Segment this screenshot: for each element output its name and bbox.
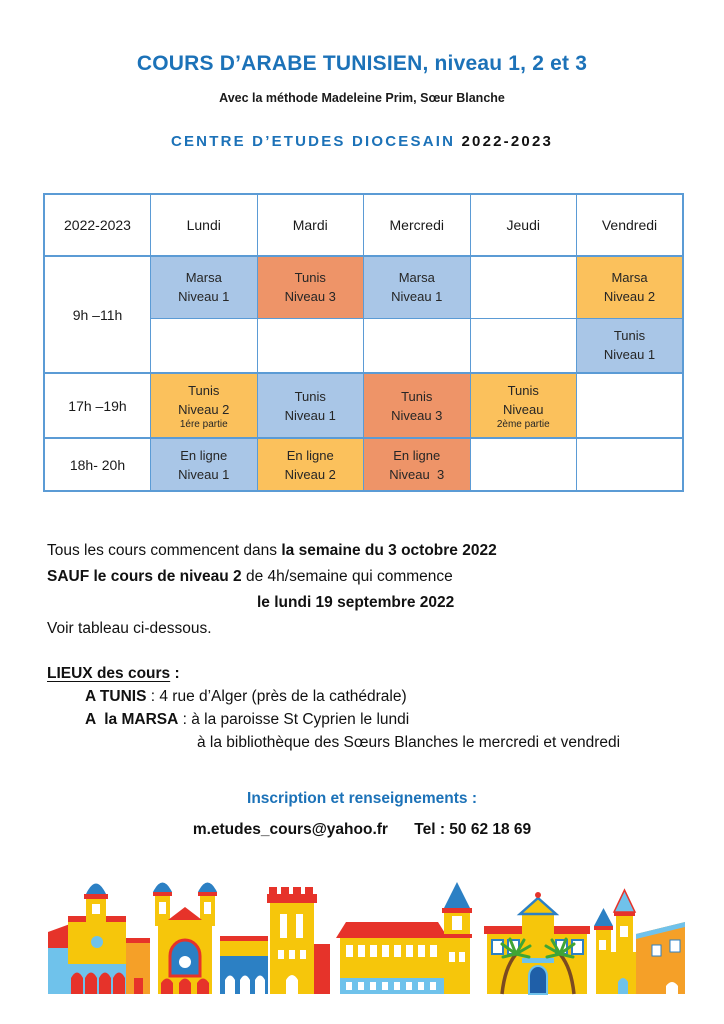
org-line: CENTRE D’ETUDES DIOCESAIN 2022-2023 bbox=[0, 133, 724, 150]
schedule-cell bbox=[363, 317, 471, 374]
schedule-cell bbox=[469, 255, 577, 319]
schedule-cell bbox=[469, 317, 577, 374]
building-3 bbox=[220, 887, 330, 994]
schedule-table: 2022-2023 Lundi Mardi Mercredi Jeudi Vendredi… bbox=[43, 193, 684, 492]
schedule-cell bbox=[576, 437, 684, 492]
schedule-cell: En ligne Niveau 1 bbox=[150, 437, 258, 492]
time-cell: 17h –19h bbox=[43, 372, 151, 439]
schedule-cell bbox=[150, 317, 258, 374]
location-marsa: A la MARSA : à la paroisse St Cyprien le… bbox=[85, 711, 410, 728]
schedule-cell bbox=[576, 372, 684, 439]
contact-line: m.etudes_cours@yahoo.fr Tel : 50 62 18 6… bbox=[0, 821, 724, 839]
schedule-row: 18h- 20h En ligne Niveau 1 En ligne Niveau 2… bbox=[43, 437, 684, 492]
locations-block: LIEUX des cours : A TUNIS : 4 rue d’Alge… bbox=[47, 662, 697, 754]
schedule-cell: En ligne Niveau 2 bbox=[256, 437, 364, 492]
schedule-row: 9h –11h Marsa Niveau 1 Tunis Niveau 3 Marsa Ni… bbox=[43, 255, 684, 374]
schedule-cell: Marsa Niveau 1 bbox=[150, 255, 258, 319]
location-marsa-line2: à la bibliothèque des Sœurs Blanches le … bbox=[197, 734, 621, 751]
schedule-cell: Tunis Niveau 2 1ére partie bbox=[150, 372, 258, 439]
building-5 bbox=[484, 892, 590, 995]
phone-text: Tel : 50 62 18 69 bbox=[414, 821, 532, 838]
schedule-header-cell: Jeudi bbox=[469, 193, 577, 257]
schedule-cell: Tunis Niveau 3 bbox=[363, 372, 471, 439]
time-cell: 9h –11h bbox=[43, 255, 151, 374]
schedule-cell: En ligne Niveau 3 bbox=[363, 437, 471, 492]
schedule-cell bbox=[469, 437, 577, 492]
schedule-row: Tunis Niveau 1 bbox=[44, 317, 684, 374]
org-year: 2022-2023 bbox=[461, 133, 554, 150]
building-4 bbox=[336, 882, 472, 994]
notes-line-1: Tous les cours commencent dans la semain… bbox=[47, 542, 497, 559]
buildings-illustration bbox=[48, 882, 685, 995]
schedule-cell: Tunis Niveau 1 bbox=[256, 372, 364, 439]
schedule-body: 9h –11h Marsa Niveau 1 Tunis Niveau 3 Marsa Ni… bbox=[43, 255, 684, 492]
notes-line-4: Voir tableau ci-dessous. bbox=[47, 620, 212, 637]
notes-block: Tous les cours commencent dans la semain… bbox=[47, 538, 687, 642]
org-name: CENTRE D’ETUDES DIOCESAIN bbox=[170, 133, 456, 150]
notes-line-3: le lundi 19 septembre 2022 bbox=[257, 594, 455, 611]
schedule-cell: Marsa Niveau 1 bbox=[363, 255, 471, 319]
schedule-header-cell: Mercredi bbox=[363, 193, 471, 257]
schedule-header-cell: Vendredi bbox=[576, 193, 684, 257]
email-text: m.etudes_cours@yahoo.fr bbox=[192, 821, 388, 838]
schedule-cell: Tunis Niveau 3 bbox=[256, 255, 364, 319]
schedule-head-row: 2022-2023 Lundi Mardi Mercredi Jeudi Vendredi bbox=[43, 193, 684, 257]
notes-line-2: SAUF le cours de niveau 2 de 4h/semaine … bbox=[47, 568, 453, 585]
locations-heading: LIEUX des cours : bbox=[47, 665, 180, 682]
schedule-cell: Tunis Niveau 1 bbox=[576, 317, 684, 374]
schedule-header-cell: 2022-2023 bbox=[43, 193, 151, 257]
schedule-row: 17h –19h Tunis Niveau 2 1ére partie Tunis Niv… bbox=[43, 372, 684, 439]
building-6 bbox=[594, 888, 685, 994]
schedule-header-cell: Mardi bbox=[256, 193, 364, 257]
schedule-header-cell: Lundi bbox=[150, 193, 258, 257]
building-2 bbox=[153, 882, 217, 994]
page-title: COURS D’ARABE TUNISIEN, niveau 1, 2 et 3 bbox=[136, 52, 588, 75]
location-tunis: A TUNIS : 4 rue d’Alger (près de la cath… bbox=[85, 688, 407, 705]
building-1 bbox=[48, 883, 150, 994]
schedule-cell: Tunis Niveau 2ème partie bbox=[469, 372, 577, 439]
page-subtitle: Avec la méthode Madeleine Prim, Sœur Bla… bbox=[219, 91, 505, 105]
contact-heading: Inscription et renseignements : bbox=[247, 790, 477, 807]
schedule-cell: Marsa Niveau 2 bbox=[576, 255, 684, 319]
schedule-cell bbox=[256, 317, 364, 374]
time-cell: 18h- 20h bbox=[43, 437, 151, 492]
